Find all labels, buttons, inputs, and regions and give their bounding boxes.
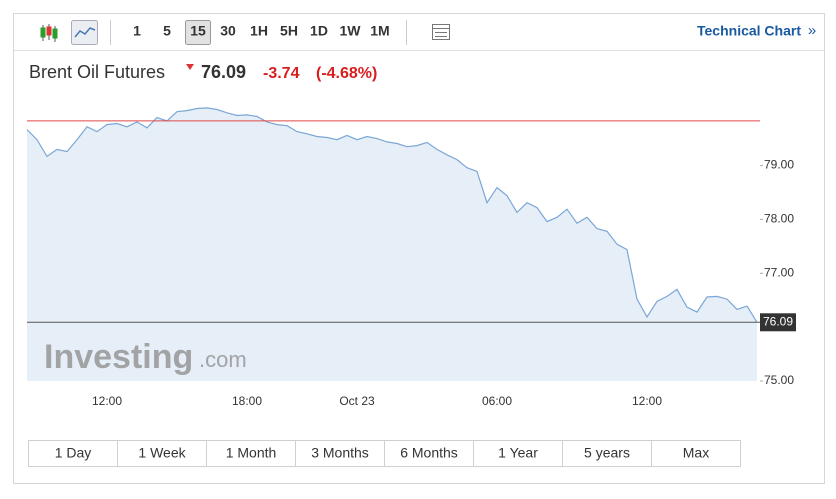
range-button-label[interactable]: 6 Months [400,445,458,461]
price-line [26,107,758,323]
chart: Investing .com 75.00 77.00 78.00 79.00 76.09 12… [26,107,796,408]
price-change-percent: (-4.68%) [316,65,377,82]
interval-button[interactable]: 15 [190,23,206,39]
range-button-label[interactable]: 1 Day [55,445,92,461]
range-button[interactable] [206,440,296,467]
range-button-label[interactable]: 1 Week [138,445,186,461]
x-tick-label: 18:00 [232,394,262,408]
selected-interval-bg [185,20,211,45]
area-fill [27,107,757,382]
table-view-button[interactable] [432,24,450,40]
interval-button[interactable]: 1M [370,23,389,39]
range-button-label[interactable]: Max [683,445,709,461]
interval-button[interactable]: 1H [250,23,268,39]
range-button[interactable] [384,440,474,467]
interval-button[interactable]: 30 [220,23,236,39]
interval-button[interactable]: 1W [340,23,362,39]
technical-chart-link[interactable]: Technical Chart [697,23,801,39]
y-tick-label: 75.00 [764,373,794,387]
candle-chart-button[interactable] [40,24,58,42]
y-tick-label: 78.00 [764,212,794,226]
range-button[interactable] [473,440,563,467]
last-price-badge [760,313,796,332]
x-tick-label: 12:00 [632,394,662,408]
y-tick-label: 77.00 [764,265,794,279]
x-tick-label: 12:00 [92,394,122,408]
price-change: -3.74 [263,65,300,82]
range-button-label[interactable]: 3 Months [311,445,369,461]
last-price-label: 76.09 [763,314,793,328]
y-tick-label: 79.00 [764,158,794,172]
interval-button[interactable]: 1D [310,23,328,39]
instrument-name: Brent Oil Futures [29,62,165,82]
x-tick-label: 06:00 [482,394,512,408]
line-chart-button[interactable] [71,20,98,45]
last-price: 76.09 [201,62,246,82]
interval-button[interactable]: 1 [133,23,141,39]
watermark: Investing [44,338,193,376]
range-selector: 1 Day 1 Week 1 Month 3 Months 6 Months 1 Year… [28,440,741,467]
range-button-label[interactable]: 1 Month [226,445,277,461]
down-arrow [186,64,194,70]
interval-button[interactable]: 5H [280,23,298,39]
range-button[interactable] [562,440,652,467]
range-button-label[interactable]: 5 years [584,445,630,461]
range-button-label[interactable]: 1 Year [498,445,538,461]
watermark-suffix: .com [199,347,247,372]
technical-chart-arrow[interactable]: » [808,22,816,39]
interval-button[interactable]: 5 [163,23,171,39]
range-button[interactable] [651,440,741,467]
x-tick-label: Oct 23 [339,394,375,408]
range-button[interactable] [28,440,118,467]
